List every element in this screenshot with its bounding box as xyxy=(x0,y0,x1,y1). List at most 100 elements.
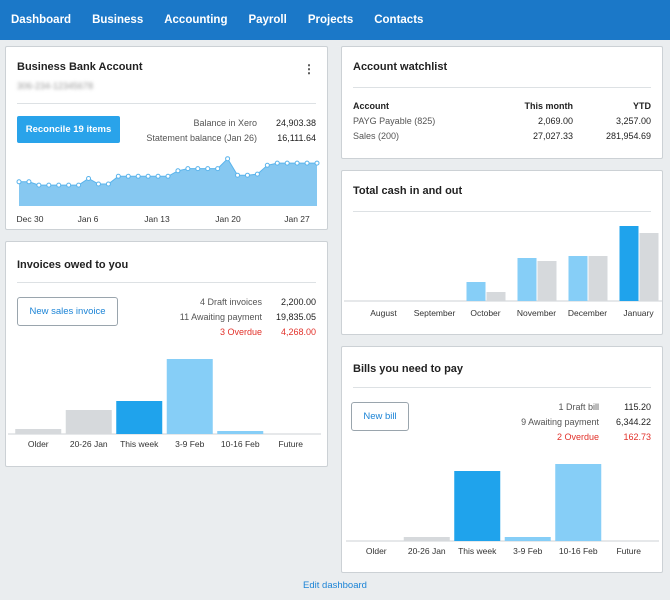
nav-business[interactable]: Business xyxy=(92,14,144,26)
statement-label: Statement balance (Jan 26) xyxy=(146,133,257,143)
invoices-chart: Older 20-26 Jan This week 3-9 Feb 10-16 Feb F… xyxy=(8,359,321,449)
new-bill-button[interactable]: New bill xyxy=(351,402,409,431)
draft-value: 115.20 xyxy=(624,402,651,412)
cash-chart: August September October November December Ja… xyxy=(344,226,662,318)
nav-accounting[interactable]: Accounting xyxy=(164,14,228,26)
watchlist-title[interactable]: Account watchlist xyxy=(353,61,448,73)
cash-out-bar xyxy=(639,233,659,301)
x-label: November xyxy=(517,308,556,318)
x-label: Future xyxy=(278,439,303,449)
bank-title[interactable]: Business Bank Account xyxy=(17,61,143,73)
balance-point xyxy=(56,182,62,188)
balance-point xyxy=(254,171,260,177)
top-nav: Dashboard Business Accounting Payroll Pr… xyxy=(0,0,670,40)
balance-point xyxy=(66,182,72,188)
this-month-value: 27,027.33 xyxy=(532,131,573,141)
bills-card: Bills you need to pay New bill 1 Draft b… xyxy=(341,346,663,573)
x-label: Dec 30 xyxy=(16,214,44,224)
balance-point xyxy=(125,173,131,179)
divider xyxy=(17,103,316,104)
balance-value: 24,903.38 xyxy=(275,118,316,128)
x-label: Jan 13 xyxy=(144,214,170,224)
x-label: 3-9 Feb xyxy=(513,546,543,556)
this-month-value: 2,069.00 xyxy=(537,116,573,126)
bar xyxy=(116,401,163,434)
bar xyxy=(166,359,213,434)
x-label: October xyxy=(470,308,500,318)
bills-title[interactable]: Bills you need to pay xyxy=(353,363,464,375)
draft-label[interactable]: 1 Draft bill xyxy=(558,402,599,412)
bar xyxy=(454,471,501,541)
col-ytd: YTD xyxy=(633,101,651,111)
balance-point xyxy=(244,172,250,178)
cash-in-bar xyxy=(466,282,486,301)
balance-point xyxy=(86,176,92,181)
balance-point xyxy=(26,179,32,185)
awaiting-value: 19,835.05 xyxy=(275,312,316,322)
divider xyxy=(353,387,651,388)
balance-point xyxy=(76,182,82,188)
account-name[interactable]: PAYG Payable (825) xyxy=(353,116,436,126)
overdue-value: 162.73 xyxy=(623,432,651,442)
x-label: 3-9 Feb xyxy=(175,439,205,449)
balance-point xyxy=(195,166,201,172)
overdue-value: 4,268.00 xyxy=(280,327,316,337)
x-label: 20-26 Jan xyxy=(70,439,108,449)
overdue-label[interactable]: 2 Overdue xyxy=(556,432,599,442)
bar xyxy=(65,410,112,434)
x-label: Jan 20 xyxy=(215,214,241,224)
awaiting-label[interactable]: 9 Awaiting payment xyxy=(521,417,599,427)
account-name[interactable]: Sales (200) xyxy=(353,131,400,141)
nav-dashboard[interactable]: Dashboard xyxy=(11,14,72,26)
cash-in-bar xyxy=(619,226,639,301)
balance-point xyxy=(304,160,310,166)
divider xyxy=(17,282,316,283)
balance-area xyxy=(19,158,317,206)
balance-point xyxy=(314,160,320,166)
nav-projects[interactable]: Projects xyxy=(307,14,354,26)
x-label: Future xyxy=(616,546,641,556)
divider xyxy=(353,211,651,212)
bar xyxy=(504,537,551,541)
invoices-title[interactable]: Invoices owed to you xyxy=(17,259,129,271)
x-label: September xyxy=(414,308,456,318)
balance-point xyxy=(205,166,211,172)
ytd-value: 281,954.69 xyxy=(605,131,651,141)
bills-chart: Older 20-26 Jan This week 3-9 Feb 10-16 Feb F… xyxy=(346,464,659,556)
cash-title[interactable]: Total cash in and out xyxy=(353,185,463,197)
balance-point xyxy=(215,166,221,172)
new-sales-invoice-button[interactable]: New sales invoice xyxy=(17,297,118,326)
x-label: 10-16 Feb xyxy=(559,546,598,556)
ytd-value: 3,257.00 xyxy=(615,116,651,126)
bank-account-card: Business Bank Account 306-234-12345678 ⋮… xyxy=(5,46,328,230)
x-label: August xyxy=(370,308,397,318)
bar xyxy=(217,431,264,434)
x-label: Older xyxy=(28,439,49,449)
balance-point xyxy=(175,168,181,174)
balance-label: Balance in Xero xyxy=(193,118,257,128)
edit-dashboard-link[interactable]: Edit dashboard xyxy=(303,580,367,591)
cash-out-bar xyxy=(537,261,557,301)
x-label: Jan 6 xyxy=(77,214,99,224)
balance-point xyxy=(235,172,241,178)
bar xyxy=(15,429,62,434)
x-label: 10-16 Feb xyxy=(221,439,260,449)
balance-point xyxy=(165,173,171,179)
balance-point xyxy=(16,179,22,185)
cash-out-bar xyxy=(588,256,608,301)
balance-point xyxy=(115,173,121,179)
col-account: Account xyxy=(353,101,389,111)
divider xyxy=(353,87,651,88)
overdue-label[interactable]: 3 Overdue xyxy=(219,327,262,337)
balance-point xyxy=(36,182,42,188)
nav-contacts[interactable]: Contacts xyxy=(374,14,424,26)
draft-label[interactable]: 4 Draft invoices xyxy=(199,297,262,307)
awaiting-value: 6,344.22 xyxy=(615,417,651,427)
balance-point xyxy=(95,181,101,187)
draft-value: 2,200.00 xyxy=(280,297,316,307)
nav-payroll[interactable]: Payroll xyxy=(248,14,287,26)
reconcile-button[interactable]: Reconcile 19 items xyxy=(17,116,120,143)
balance-point xyxy=(294,160,300,166)
balance-point xyxy=(46,182,52,188)
awaiting-label[interactable]: 11 Awaiting payment xyxy=(179,312,262,322)
